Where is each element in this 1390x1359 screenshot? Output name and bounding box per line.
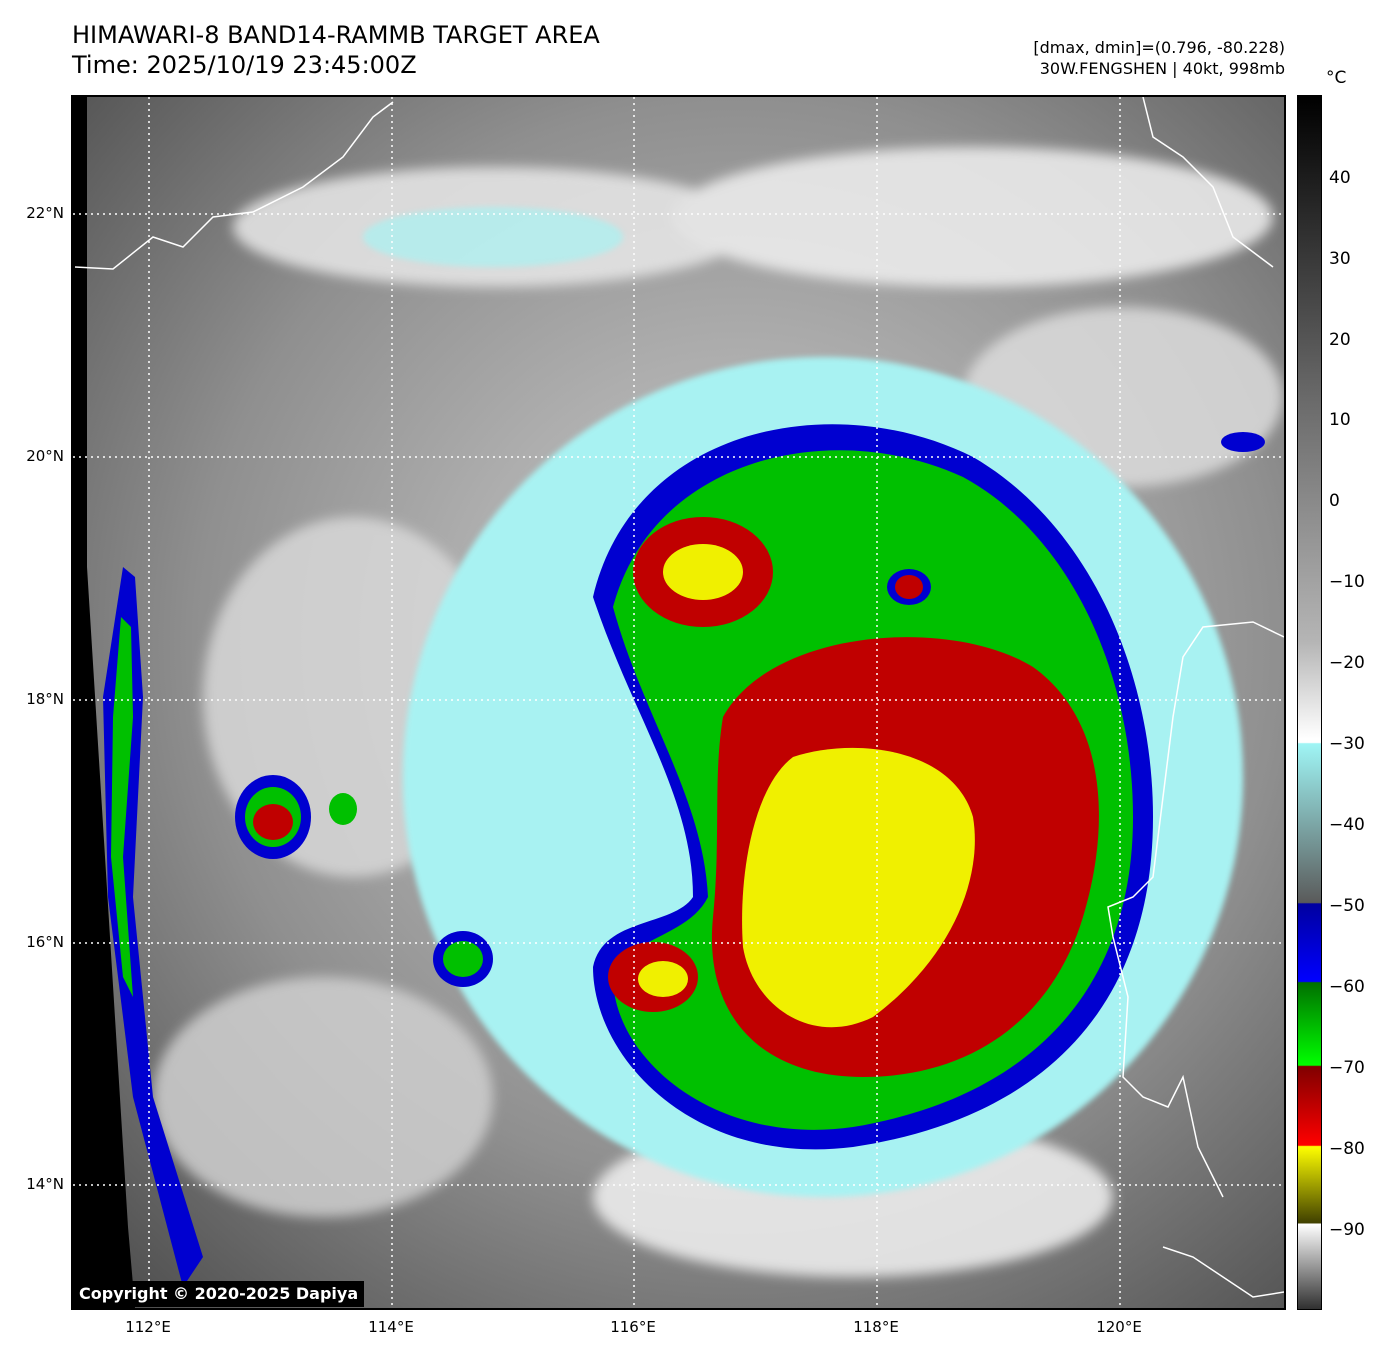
satellite-map [71,95,1286,1310]
colorbar-tick: −60 [1329,977,1365,997]
small-convective-cells [103,432,1265,1287]
dmax-dmin-readout: [dmax, dmin]=(0.796, -80.228) [1033,38,1285,57]
copyright-label: Copyright © 2020-2025 Dapiya [73,1281,365,1307]
chart-title: HIMAWARI-8 BAND14-RAMMB TARGET AREA [72,21,600,49]
colorbar-tick: −40 [1329,815,1365,835]
colorbar-tick: −80 [1329,1139,1365,1159]
colorbar-tick: 20 [1329,330,1351,350]
colorbar-tick: −10 [1329,572,1365,592]
lon-label-116e: 116°E [610,1318,656,1336]
colorbar-tick: 0 [1329,491,1340,511]
colorbar-tick: 40 [1329,168,1351,188]
colorbar-tick: −20 [1329,653,1365,673]
lat-label-20n: 20°N [26,447,64,465]
satellite-imagery [73,97,1284,1308]
lat-label-16n: 16°N [26,933,64,951]
colorbar-unit: °C [1326,68,1347,88]
storm-info: 30W.FENGSHEN | 40kt, 998mb [1039,59,1285,78]
no-data-region [73,97,135,1308]
lon-label-112e: 112°E [125,1318,171,1336]
coastlines [74,97,1284,1298]
lat-label-18n: 18°N [26,690,64,708]
colorbar-tick: −70 [1329,1058,1365,1078]
colorbar-tick: 10 [1329,410,1351,430]
lon-label-118e: 118°E [853,1318,899,1336]
lat-label-22n: 22°N [26,204,64,222]
colorbar-tick: −50 [1329,896,1365,916]
lat-label-14n: 14°N [26,1175,64,1193]
colorbar-tick: −30 [1329,734,1365,754]
lon-label-120e: 120°E [1096,1318,1142,1336]
storm-cold-tops [593,424,1153,1150]
colorbar-tick: −90 [1329,1220,1365,1240]
colorbar [1297,95,1322,1310]
graticule [73,97,1284,1308]
colorbar-tick: 30 [1329,249,1351,269]
lon-label-114e: 114°E [368,1318,414,1336]
timestamp: Time: 2025/10/19 23:45:00Z [72,51,417,79]
